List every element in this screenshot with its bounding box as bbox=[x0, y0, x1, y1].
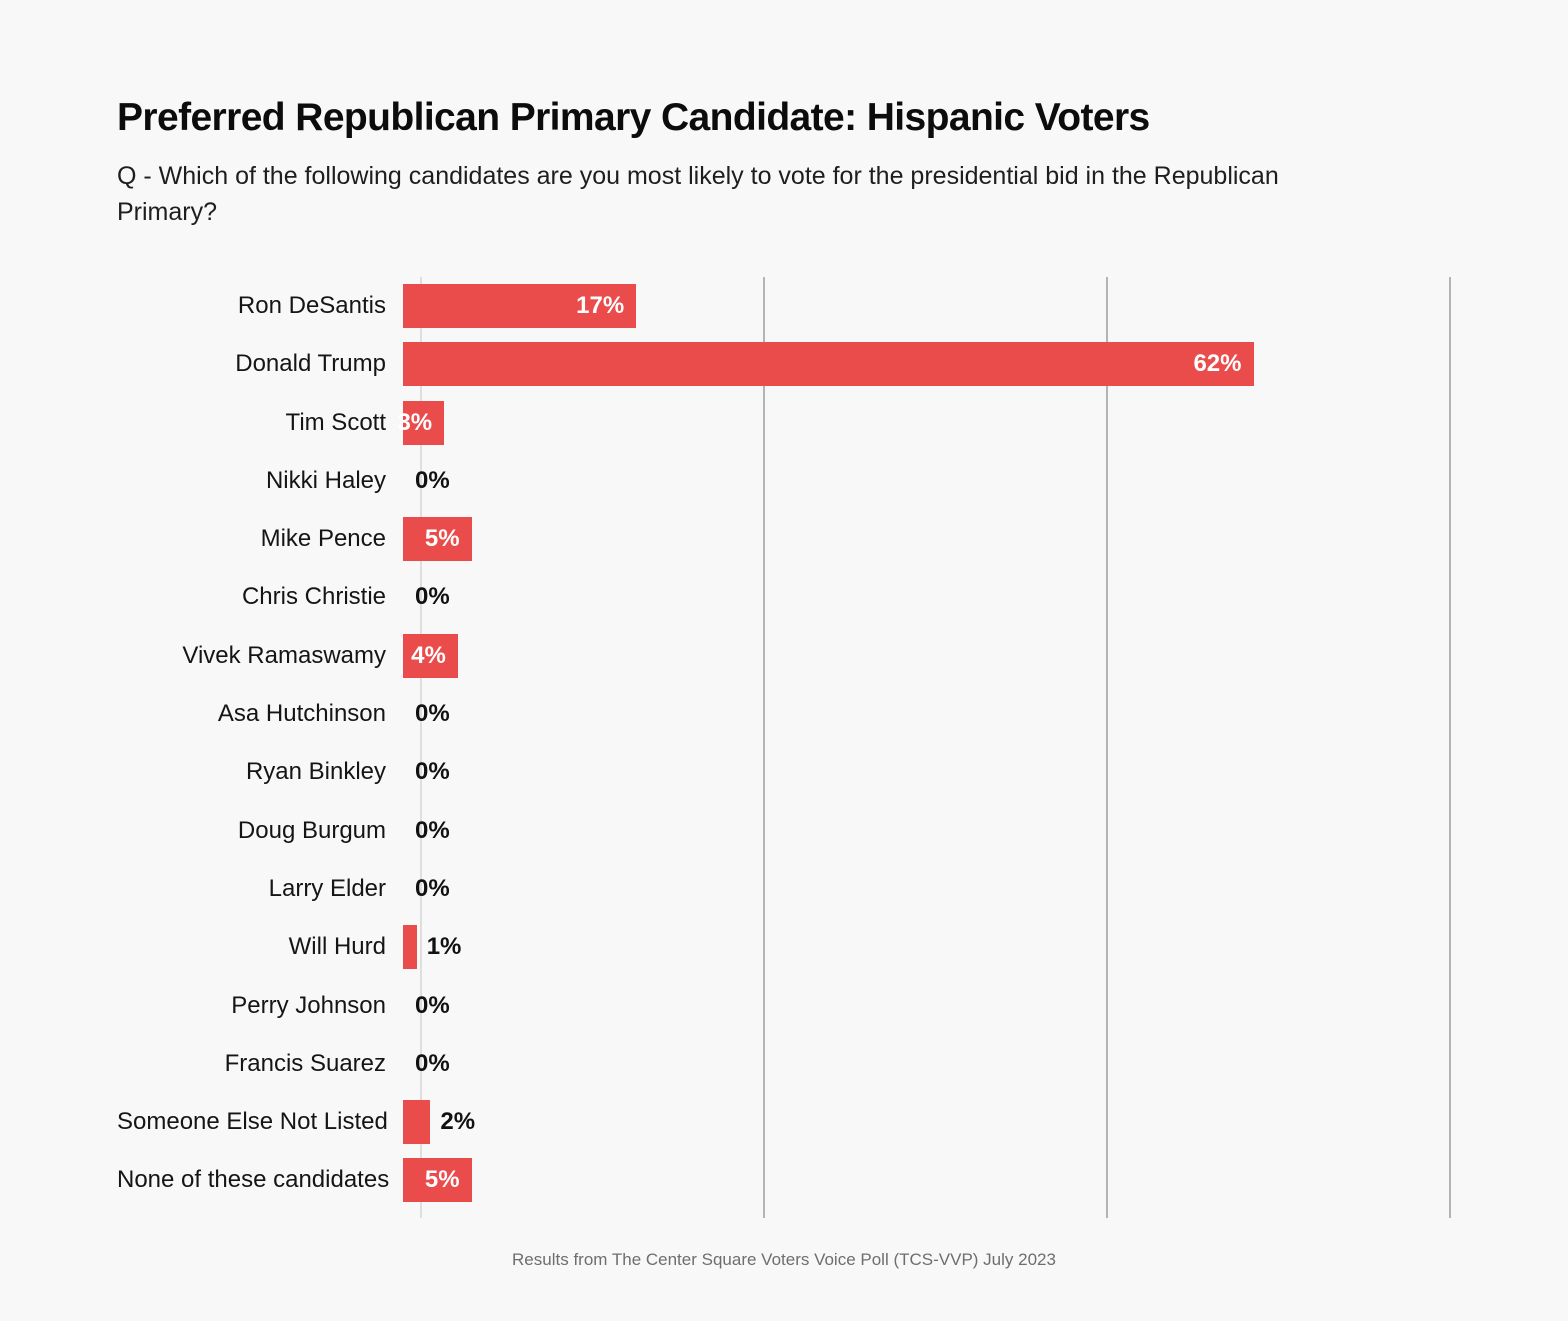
chart-row: Will Hurd 1% bbox=[117, 918, 1490, 976]
category-label: Larry Elder bbox=[268, 874, 386, 902]
page-subtitle: Q - Which of the following candidates ar… bbox=[117, 162, 1279, 226]
category-label: Will Hurd bbox=[288, 933, 386, 961]
bar-track: 2% bbox=[403, 1093, 1490, 1151]
value-label: 0% bbox=[415, 874, 450, 902]
category-label: Donald Trump bbox=[235, 350, 386, 378]
gridline-25 bbox=[762, 277, 765, 1218]
bar-chart: Ron DeSantis 17% Donald Trump 62% Tim Scott 3… bbox=[117, 277, 1490, 1218]
gridline-50 bbox=[1105, 277, 1108, 1218]
bar bbox=[403, 1100, 431, 1145]
chart-row: Asa Hutchinson 0% bbox=[117, 685, 1490, 743]
bar-track: 1% bbox=[403, 918, 1490, 976]
bar-track: 0% bbox=[403, 685, 1490, 743]
bar-track: 0% bbox=[403, 568, 1490, 626]
chart-row: Chris Christie 0% bbox=[117, 568, 1490, 626]
chart-row: None of these candidates 5% bbox=[117, 1151, 1490, 1209]
bar: 62% bbox=[403, 342, 1254, 387]
chart-row: Ron DeSantis 17% bbox=[117, 277, 1490, 335]
value-label: 0% bbox=[415, 758, 450, 786]
category-label: Doug Burgum bbox=[237, 816, 386, 844]
category-label: None of these candidates bbox=[117, 1166, 390, 1194]
value-label: 0% bbox=[415, 991, 450, 1019]
category-label: Ryan Binkley bbox=[245, 758, 386, 786]
category-label: Someone Else Not Listed bbox=[117, 1108, 388, 1136]
value-label: 0% bbox=[415, 466, 450, 494]
bar: 4% bbox=[403, 633, 458, 678]
value-label: 2% bbox=[440, 1108, 476, 1136]
category-label: Tim Scott bbox=[285, 408, 386, 436]
category-label: Asa Hutchinson bbox=[217, 700, 386, 728]
chart-row: Larry Elder 0% bbox=[117, 860, 1490, 918]
chart-row: Vivek Ramaswamy 4% bbox=[117, 627, 1490, 685]
bar-track: 17% bbox=[403, 277, 1490, 335]
chart-row: Ryan Binkley 0% bbox=[117, 743, 1490, 801]
bar-track: 0% bbox=[403, 977, 1490, 1035]
source-caption: Results from The Center Square Voters Vo… bbox=[512, 1250, 1056, 1269]
category-label: Chris Christie bbox=[241, 583, 386, 611]
value-label: 4% bbox=[411, 641, 446, 669]
chart-row: Someone Else Not Listed 2% bbox=[117, 1093, 1490, 1151]
value-label: 5% bbox=[424, 1166, 460, 1194]
category-label: Francis Suarez bbox=[224, 1049, 386, 1077]
value-label: 3% bbox=[397, 408, 433, 436]
category-label: Mike Pence bbox=[260, 525, 386, 553]
value-label: 1% bbox=[426, 933, 462, 961]
chart-row: Perry Johnson 0% bbox=[117, 977, 1490, 1035]
bar-track: 62% bbox=[403, 335, 1490, 393]
bar-track: 5% bbox=[403, 1151, 1490, 1209]
chart-rows: Ron DeSantis 17% Donald Trump 62% Tim Scott 3… bbox=[117, 277, 1490, 1210]
bar-track: 0% bbox=[403, 1035, 1490, 1093]
bar-track: 4% bbox=[403, 627, 1490, 685]
chart-row: Nikki Haley 0% bbox=[117, 452, 1490, 510]
bar bbox=[403, 925, 417, 970]
bar-track: 0% bbox=[403, 452, 1490, 510]
chart-grid bbox=[420, 277, 1490, 1218]
category-label: Ron DeSantis bbox=[237, 292, 386, 319]
value-label: 17% bbox=[576, 292, 625, 319]
bar-track: 0% bbox=[403, 743, 1490, 801]
chart-row: Francis Suarez 0% bbox=[117, 1035, 1490, 1093]
value-label: 0% bbox=[415, 816, 450, 844]
axis-line bbox=[420, 277, 422, 1218]
bar: 3% bbox=[397, 400, 445, 445]
bar-track: 3% bbox=[397, 394, 1490, 452]
bar: 5% bbox=[403, 1158, 472, 1203]
bar-track: 5% bbox=[403, 510, 1490, 568]
value-label: 0% bbox=[415, 1049, 450, 1077]
page-title: Preferred Republican Primary Candidate: … bbox=[117, 96, 1150, 139]
value-label: 0% bbox=[415, 700, 450, 728]
bar: 5% bbox=[403, 517, 472, 562]
category-label: Nikki Haley bbox=[265, 466, 386, 494]
bar-track: 0% bbox=[403, 860, 1490, 918]
gridline-75 bbox=[1448, 277, 1451, 1218]
category-label: Perry Johnson bbox=[231, 991, 386, 1019]
category-label: Vivek Ramaswamy bbox=[182, 641, 386, 669]
chart-row: Doug Burgum 0% bbox=[117, 802, 1490, 860]
bar-track: 0% bbox=[403, 802, 1490, 860]
value-label: 5% bbox=[424, 525, 460, 553]
chart-row: Donald Trump 62% bbox=[117, 335, 1490, 393]
chart-row: Tim Scott 3% bbox=[117, 394, 1490, 452]
value-label: 62% bbox=[1193, 350, 1242, 378]
value-label: 0% bbox=[415, 583, 450, 611]
bar: 17% bbox=[403, 284, 637, 328]
chart-row: Mike Pence 5% bbox=[117, 510, 1490, 568]
